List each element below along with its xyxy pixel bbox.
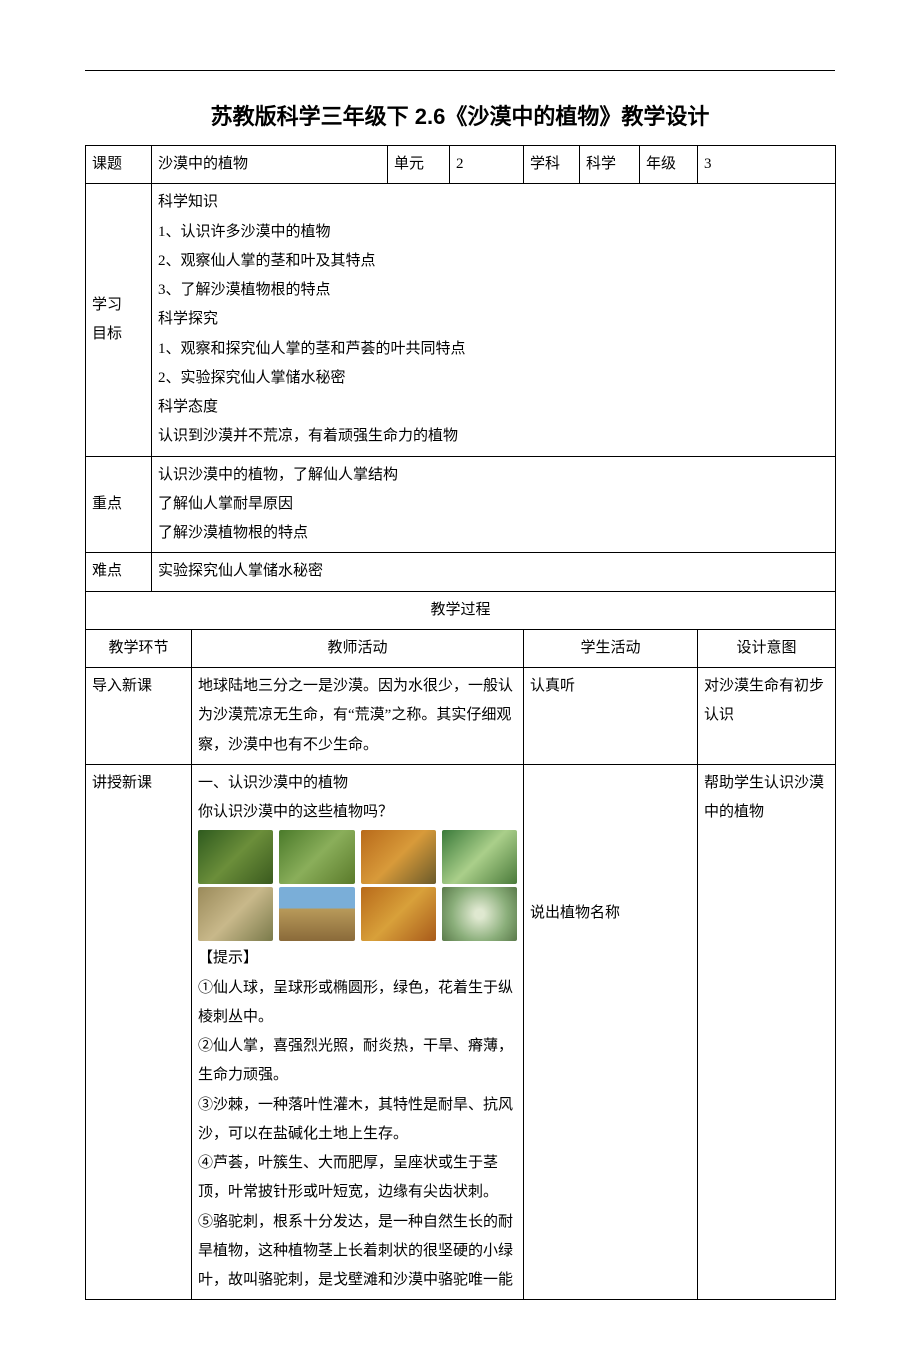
- intro-teacher: 地球陆地三分之一是沙漠。因为水很少，一般认为沙漠荒凉无生命，有“荒漠”之称。其实…: [192, 668, 524, 765]
- nandian-row: 难点 实验探究仙人掌储水秘密: [86, 553, 836, 591]
- lecture-hint: ⑤骆驼刺，根系十分发达，是一种自然生长的耐旱植物，这种植物茎上长着刺状的很坚硬的…: [198, 1208, 517, 1296]
- knowledge-item: 1、认识许多沙漠中的植物: [158, 218, 829, 247]
- plant-thumb-camelthorn-icon: [198, 887, 273, 941]
- lecture-tishi: 【提示】: [198, 944, 517, 973]
- intro-phase: 导入新课: [86, 668, 192, 765]
- lecture-hint: ④芦荟，叶簇生、大而肥厚，呈座状或生于茎顶，叶常披针形或叶短宽，边缘有尖齿状刺。: [198, 1149, 517, 1208]
- plant-thumb-succulent-icon: [442, 887, 517, 941]
- process-header: 教学过程: [86, 591, 836, 629]
- lecture-hint: ①仙人球，呈球形或椭圆形，绿色，花着生于纵棱刺丛中。: [198, 974, 517, 1033]
- nandian-text: 实验探究仙人掌储水秘密: [152, 553, 836, 591]
- zhongdian-content: 认识沙漠中的植物，了解仙人掌结构 了解仙人掌耐旱原因 了解沙漠植物根的特点: [152, 456, 836, 553]
- zhongdian-line: 认识沙漠中的植物，了解仙人掌结构: [158, 461, 829, 490]
- keti-label: 课题: [86, 146, 152, 184]
- process-header-row: 教学过程: [86, 591, 836, 629]
- lecture-intent: 帮助学生认识沙漠中的植物: [698, 764, 836, 1300]
- intro-student: 认真听: [524, 668, 698, 765]
- lesson-plan-table: 课题 沙漠中的植物 单元 2 学科 科学 年级 3 学习目标 科学知识 1、认识…: [85, 145, 836, 1300]
- knowledge-head: 科学知识: [158, 188, 829, 217]
- lecture-section-head: 一、认识沙漠中的植物: [198, 769, 517, 798]
- plant-thumbs-row-1: [198, 830, 517, 884]
- col-phase: 教学环节: [86, 629, 192, 667]
- col-intent: 设计意图: [698, 629, 836, 667]
- horizontal-rule: [85, 70, 835, 71]
- attitude-head: 科学态度: [158, 393, 829, 422]
- intro-intent: 对沙漠生命有初步认识: [698, 668, 836, 765]
- lecture-student-text: 说出植物名称: [530, 899, 691, 928]
- page-title: 苏教版科学三年级下 2.6《沙漠中的植物》教学设计: [85, 99, 835, 131]
- knowledge-item: 2、观察仙人掌的茎和叶及其特点: [158, 247, 829, 276]
- plant-thumb-poplar-icon: [361, 887, 436, 941]
- plant-thumb-seabuckthorn-icon: [361, 830, 436, 884]
- zhongdian-row: 重点 认识沙漠中的植物，了解仙人掌结构 了解仙人掌耐旱原因 了解沙漠植物根的特点: [86, 456, 836, 553]
- goals-row: 学习目标 科学知识 1、认识许多沙漠中的植物 2、观察仙人掌的茎和叶及其特点 3…: [86, 184, 836, 456]
- attitude-text: 认识到沙漠并不荒凉，有着顽强生命力的植物: [158, 422, 829, 451]
- xueke-label: 学科: [524, 146, 580, 184]
- inquiry-item: 2、实验探究仙人掌储水秘密: [158, 364, 829, 393]
- inquiry-item: 1、观察和探究仙人掌的茎和芦荟的叶共同特点: [158, 335, 829, 364]
- xueke-value: 科学: [580, 146, 640, 184]
- col-teacher: 教师活动: [192, 629, 524, 667]
- plant-thumb-aloe-icon: [442, 830, 517, 884]
- zhongdian-line: 了解仙人掌耐旱原因: [158, 490, 829, 519]
- nandian-label: 难点: [86, 553, 152, 591]
- plant-thumb-cactus-icon: [279, 830, 354, 884]
- danyuan-label: 单元: [388, 146, 450, 184]
- nianji-label: 年级: [640, 146, 698, 184]
- plant-thumbs-row-2: [198, 887, 517, 941]
- keti-value: 沙漠中的植物: [152, 146, 388, 184]
- header-row: 课题 沙漠中的植物 单元 2 学科 科学 年级 3: [86, 146, 836, 184]
- zhongdian-label: 重点: [86, 456, 152, 553]
- goals-content: 科学知识 1、认识许多沙漠中的植物 2、观察仙人掌的茎和叶及其特点 3、了解沙漠…: [152, 184, 836, 456]
- lecture-phase: 讲授新课: [86, 764, 192, 1300]
- plant-thumb-desert-tree-icon: [279, 887, 354, 941]
- lecture-question: 你认识沙漠中的这些植物吗？: [198, 798, 517, 827]
- intro-row: 导入新课 地球陆地三分之一是沙漠。因为水很少，一般认为沙漠荒凉无生命，有“荒漠”…: [86, 668, 836, 765]
- danyuan-value: 2: [450, 146, 524, 184]
- zhongdian-line: 了解沙漠植物根的特点: [158, 519, 829, 548]
- goals-label: 学习目标: [86, 184, 152, 456]
- knowledge-item: 3、了解沙漠植物根的特点: [158, 276, 829, 305]
- lecture-student: 说出植物名称: [524, 764, 698, 1300]
- inquiry-head: 科学探究: [158, 305, 829, 334]
- lecture-hint: ③沙棘，一种落叶性灌木，其特性是耐旱、抗风沙，可以在盐碱化土地上生存。: [198, 1091, 517, 1150]
- col-student: 学生活动: [524, 629, 698, 667]
- process-columns-row: 教学环节 教师活动 学生活动 设计意图: [86, 629, 836, 667]
- nianji-value: 3: [698, 146, 836, 184]
- lecture-teacher: 一、认识沙漠中的植物 你认识沙漠中的这些植物吗？ 【提示】 ①仙人球，呈球形或椭…: [192, 764, 524, 1300]
- lecture-row: 讲授新课 一、认识沙漠中的植物 你认识沙漠中的这些植物吗？ 【提示】 ①仙: [86, 764, 836, 1300]
- plant-thumb-cactus-ball-icon: [198, 830, 273, 884]
- lecture-hint: ②仙人掌，喜强烈光照，耐炎热，干旱、瘠薄，生命力顽强。: [198, 1032, 517, 1091]
